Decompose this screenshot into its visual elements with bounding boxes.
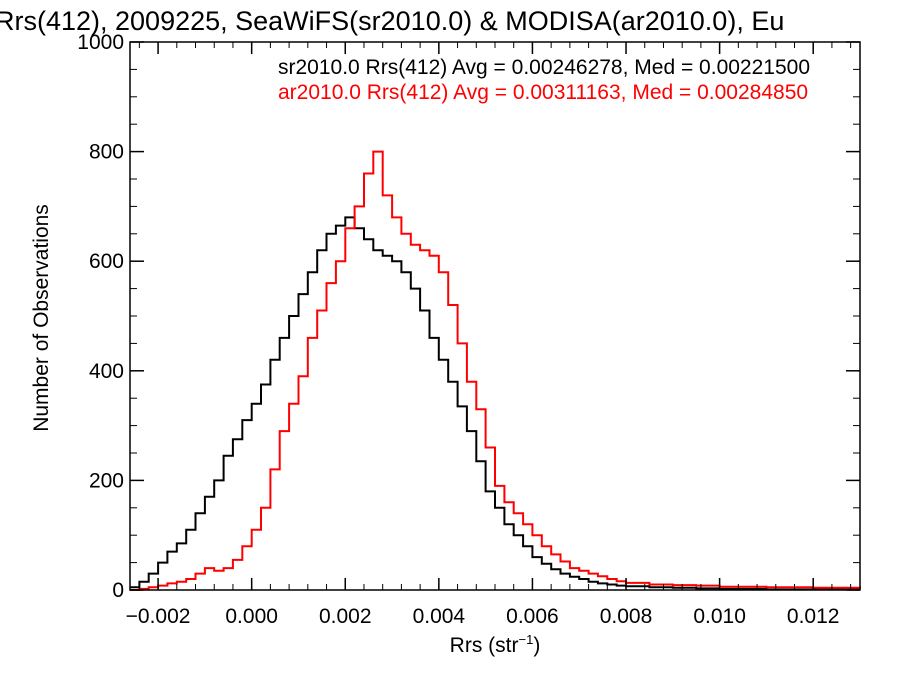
y-tick-label: 600 (89, 250, 124, 273)
chart-title: Rrs(412), 2009225, SeaWiFS(sr2010.0) & M… (0, 6, 784, 36)
y-axis-label: Number of Observations (30, 204, 53, 432)
x-axis-label-close: ) (533, 634, 540, 657)
x-axis-label: Rrs (str−1) (450, 632, 541, 657)
x-axis-label-superscript: −1 (519, 632, 534, 647)
series-layer (130, 150, 861, 591)
series-line-1 (130, 150, 861, 591)
x-axis-ticks: −0.002 0.000 0.002 0.004 0.006 0.008 0.010 0.01… (126, 42, 852, 628)
y-tick-label: 1000 (77, 31, 124, 54)
x-tick-label: 0.002 (319, 605, 372, 628)
y-tick-label: 400 (89, 360, 124, 383)
y-axis-ticks: 0 200 400 600 800 1000 (77, 31, 860, 602)
stats-annotation-sr2010: sr2010.0 Rrs(412) Avg = 0.00246278, Med … (278, 56, 810, 79)
y-tick-label: 800 (89, 141, 124, 164)
x-tick-label: 0.000 (225, 605, 278, 628)
y-tick-label: 200 (89, 469, 124, 492)
x-tick-label: 0.008 (600, 605, 653, 628)
x-axis-label-text: Rrs (str (450, 634, 519, 657)
x-tick-label: 0.010 (693, 605, 746, 628)
y-tick-label: 0 (112, 579, 124, 602)
x-tick-label: −0.002 (126, 605, 191, 628)
x-tick-label: 0.012 (787, 605, 840, 628)
stats-annotation-ar2010: ar2010.0 Rrs(412) Avg = 0.00311163, Med … (278, 81, 808, 104)
x-tick-label: 0.006 (506, 605, 559, 628)
x-tick-label: 0.004 (413, 605, 466, 628)
series-line-0 (130, 216, 860, 591)
